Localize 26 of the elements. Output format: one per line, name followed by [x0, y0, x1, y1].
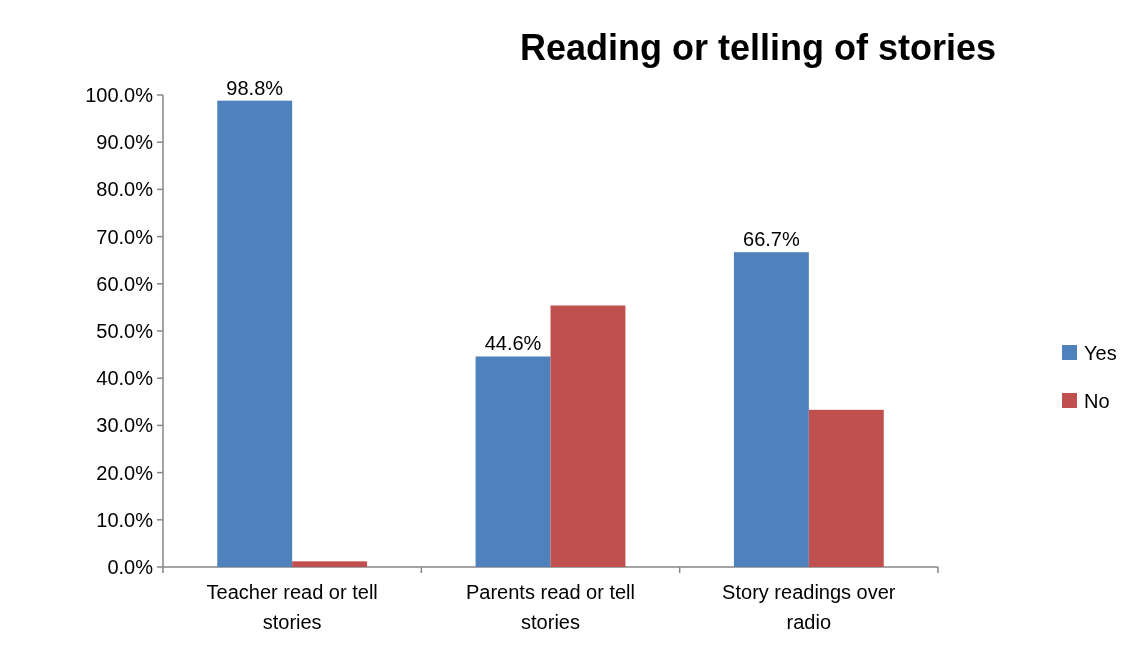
data-label: 44.6% — [484, 332, 542, 355]
bar — [733, 252, 809, 567]
legend-label: No — [1084, 390, 1110, 412]
bar — [475, 356, 551, 567]
y-tick-label: 50.0% — [96, 320, 154, 342]
y-tick-label: 70.0% — [96, 225, 154, 248]
y-tick-label: 80.0% — [96, 178, 154, 201]
y-tick-label: 60.0% — [96, 272, 154, 295]
data-label: 66.7% — [743, 228, 800, 251]
chart-title: Reading or telling of stories — [519, 27, 997, 68]
legend-label: Yes — [1084, 342, 1117, 364]
y-tick-label: 0.0% — [107, 556, 154, 578]
y-tick-label: 40.0% — [96, 367, 154, 390]
x-tick-label: Teacher read or tell stories — [206, 581, 378, 633]
bar — [808, 409, 884, 567]
bar — [550, 305, 626, 567]
x-tick-label: Story readings over radio — [722, 581, 896, 633]
y-tick-label: 100.0% — [85, 84, 154, 106]
data-label: 98.8% — [226, 76, 284, 99]
bar — [217, 100, 293, 567]
bar — [292, 561, 368, 567]
y-tick-label: 20.0% — [96, 461, 154, 484]
y-tick-label: 10.0% — [96, 508, 154, 531]
y-tick-label: 90.0% — [96, 131, 154, 154]
x-tick-label: Parents read or tell stories — [466, 581, 635, 633]
y-tick-label: 30.0% — [96, 414, 154, 437]
